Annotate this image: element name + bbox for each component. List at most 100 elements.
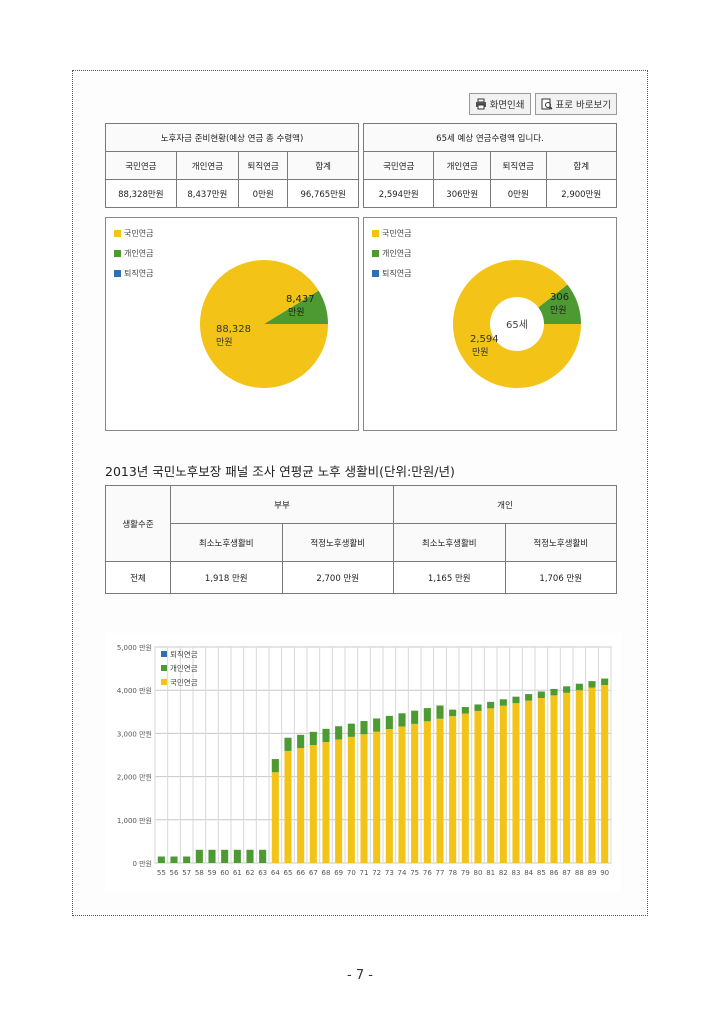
legend-swatch (161, 665, 167, 671)
x-tick-label: 61 (233, 869, 242, 877)
bar-personal (271, 759, 279, 773)
table1-header-national: 국민연금 (105, 151, 177, 180)
bar-personal (259, 849, 267, 863)
x-tick-label: 65 (284, 869, 293, 877)
y-tick-label: 2,000 만원 (117, 773, 152, 782)
pension-65-title: 65세 예상 연금수령액 입니다. (363, 123, 617, 152)
x-tick-label: 75 (410, 869, 419, 877)
y-tick-label: 4,000 만원 (117, 686, 152, 695)
x-tick-label: 76 (423, 869, 432, 877)
printer-icon (475, 98, 486, 110)
bar-personal (398, 713, 406, 727)
x-tick-label: 63 (258, 869, 267, 877)
legend-swatch (161, 651, 167, 657)
pension-bar-chart: 0 만원 1,000 만원 2,000 만원 3,000 만원 4,000 만원 5,00… (117, 643, 612, 877)
x-tick-label: 58 (195, 869, 204, 877)
pie1-label-personal-unit: 만원 (288, 307, 305, 318)
x-tick-label: 82 (499, 869, 508, 877)
pie1-legend-retirement: 퇴직연금 (114, 268, 153, 279)
pie2-legend: 국민연금 개인연금 퇴직연금 (372, 228, 411, 288)
legend-label: 퇴직연금 (170, 649, 198, 659)
table2-value-retirement: 0만원 (490, 179, 547, 208)
table-view-button[interactable]: 표로 바로보기 (534, 93, 617, 115)
bar-national (563, 692, 571, 863)
pie1-slice-national (200, 260, 328, 388)
table1-value-national: 88,328만원 (105, 179, 177, 208)
report-frame: 화면인쇄 표로 바로보기 노후자금 준비현황(예상 연금 총 수령액) 국민연금… (72, 70, 648, 916)
table2-header-personal: 개인연금 (433, 151, 491, 180)
pie2-legend-personal: 개인연금 (372, 248, 411, 259)
bar-national (360, 734, 368, 863)
bar-personal (284, 737, 292, 751)
bar-national (322, 742, 330, 863)
living-value-individual-min: 1,165 만원 (393, 561, 506, 594)
bar-personal (461, 707, 469, 714)
table1-header-personal: 개인연금 (175, 151, 240, 180)
bar-personal (474, 704, 482, 711)
legend-label: 국민연금 (170, 677, 198, 687)
bar-national (436, 718, 444, 863)
bar-personal (487, 701, 495, 709)
table-view-label: 표로 바로보기 (555, 100, 611, 111)
x-tick-label: 79 (461, 869, 470, 877)
bar-personal (246, 849, 254, 863)
living-sub-individual-adequate: 적정노후생활비 (504, 523, 617, 562)
bar-personal (436, 705, 444, 719)
pie2-label-personal: 306 (550, 292, 569, 303)
bar-national (385, 729, 393, 863)
living-sub-couple-adequate: 적정노후생활비 (281, 523, 394, 562)
living-value-couple-min: 1,918 만원 (170, 561, 283, 594)
bar-personal (525, 694, 533, 701)
pie1-label-national: 88,328 (216, 324, 251, 335)
bar-national (449, 716, 457, 863)
table2-value-personal: 306만원 (433, 179, 491, 208)
pie1-label-personal: 8,437 (286, 294, 315, 305)
bar-personal (195, 849, 203, 863)
bar-personal (208, 849, 216, 863)
x-tick-label: 73 (385, 869, 394, 877)
living-group-couple: 부부 (170, 485, 394, 524)
bar-personal (512, 696, 520, 704)
x-tick-label: 80 (474, 869, 483, 877)
pie2-chart: 65세 2,594 만원 306 만원 (453, 260, 581, 388)
living-value-individual-adequate: 1,706 만원 (504, 561, 617, 594)
x-tick-label: 69 (334, 869, 343, 877)
bar-national (461, 713, 469, 863)
legend-swatch (161, 679, 167, 685)
pie2-label-national: 2,594 (470, 334, 499, 345)
bar-personal (423, 708, 431, 722)
bar-national (525, 700, 533, 863)
pension-65-table: 65세 예상 연금수령액 입니다. 국민연금 개인연금 퇴직연금 합계 2,59… (362, 123, 617, 208)
bar-personal (499, 699, 507, 706)
bar-national (297, 748, 305, 863)
x-tick-label: 86 (550, 869, 559, 877)
donut-hole (490, 297, 544, 351)
bar-personal (221, 849, 229, 863)
bar-personal (347, 723, 355, 737)
pie1-slice-personal (264, 290, 328, 324)
bar-national (284, 750, 292, 863)
x-tick-label: 57 (182, 869, 191, 877)
pie2-center-label: 65세 (506, 319, 528, 331)
table2-header-total: 합계 (545, 151, 617, 180)
x-tick-label: 85 (537, 869, 546, 877)
x-tick-label: 74 (398, 869, 407, 877)
y-tick-label: 0 만원 (132, 859, 152, 868)
table1-header-retirement: 퇴직연금 (238, 151, 289, 180)
print-button[interactable]: 화면인쇄 (468, 93, 531, 115)
living-cost-table: 생활수준 부부 개인 최소노후생활비 적정노후생활비 최소노후생활비 적정노후생… (105, 485, 617, 594)
bar-personal (309, 731, 317, 746)
pension-bar-chart-panel: 0 만원 1,000 만원 2,000 만원 3,000 만원 4,000 만원 5,00… (105, 633, 621, 891)
x-tick-label: 81 (486, 869, 495, 877)
bar-national (550, 695, 558, 863)
table2-header-national: 국민연금 (362, 151, 435, 180)
table2-value-national: 2,594만원 (362, 179, 435, 208)
bar-national (588, 687, 596, 863)
living-sub-couple-min: 최소노후생활비 (170, 523, 283, 562)
bar-national (487, 708, 495, 863)
x-tick-label: 59 (208, 869, 217, 877)
table1-value-retirement: 0만원 (238, 179, 289, 208)
y-tick-label: 5,000 만원 (117, 643, 152, 652)
bar-national (474, 710, 482, 863)
x-tick-label: 56 (170, 869, 179, 877)
